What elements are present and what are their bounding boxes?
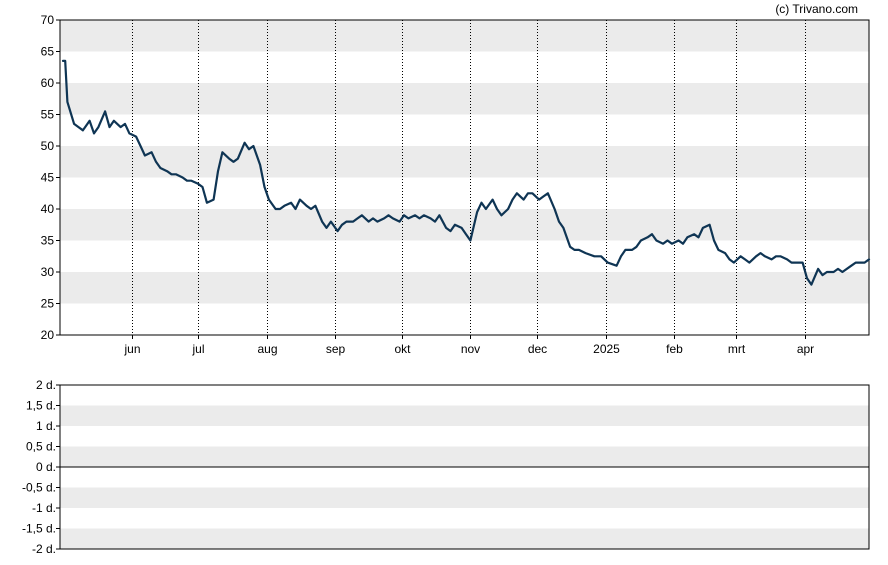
volume-band [60,405,869,426]
x-tick-label: feb [666,342,683,356]
y-tick-label: 70 [41,13,55,27]
x-tick-label: nov [461,342,480,356]
price-band [60,272,869,304]
price-band [60,83,869,115]
y-tick-label: 0,5 d. [26,440,56,454]
y-tick-label: -0,5 d. [22,481,56,495]
y-tick-label: 1 d. [36,419,56,433]
y-tick-label: 35 [41,234,55,248]
volume-band [60,487,869,508]
y-tick-label: -1 d. [32,501,56,515]
price-band [60,20,869,52]
x-tick-label: apr [797,342,814,356]
y-tick-label: 25 [41,297,55,311]
y-tick-label: 55 [41,108,55,122]
price-chart-x-axis: jun jul aug sep okt nov dec 2025 feb mrt apr [123,335,814,356]
y-tick-label: 30 [41,265,55,279]
volume-band [60,446,869,467]
x-tick-label: jul [191,342,204,356]
price-chart-y-axis: 70 65 60 55 50 45 40 35 30 25 20 [41,13,60,342]
y-tick-label: 60 [41,76,55,90]
x-tick-label: 2025 [593,342,620,356]
y-tick-label: 1,5 d. [26,399,56,413]
y-tick-label: 50 [41,139,55,153]
x-tick-label: dec [528,342,547,356]
x-tick-label: okt [394,342,411,356]
y-tick-label: 45 [41,171,55,185]
y-tick-label: 40 [41,202,55,216]
y-tick-label: -2 d. [32,542,56,556]
price-series-line [61,59,871,286]
y-tick-label: 65 [41,45,55,59]
x-tick-label: jun [123,342,140,356]
y-tick-label: 2 d. [36,378,56,392]
volume-band [60,528,869,549]
y-tick-label: 0 d. [36,460,56,474]
price-band [60,209,869,241]
volume-chart-y-axis: 2 d. 1,5 d. 1 d. 0,5 d. 0 d. -0,5 d. -1 d. -1,5… [22,378,60,556]
price-chart-bands [60,20,869,304]
price-band [60,146,869,178]
volume-chart-bands [60,405,869,549]
x-tick-label: aug [257,342,277,356]
source-credit: (c) Trivano.com [775,2,858,16]
y-tick-label: 20 [41,328,55,342]
y-tick-label: -1,5 d. [22,522,56,536]
x-tick-label: mrt [728,342,746,356]
x-tick-label: sep [326,342,346,356]
